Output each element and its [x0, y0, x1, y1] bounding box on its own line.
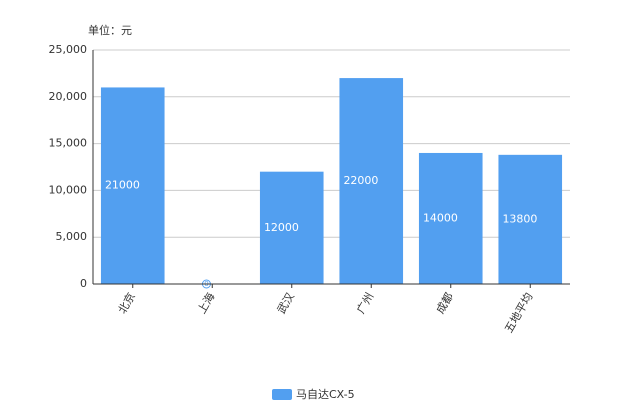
legend-label: 马自达CX-5	[296, 388, 355, 401]
unit-label: 单位：元	[88, 23, 132, 37]
bar	[418, 152, 483, 284]
y-tick-label: 15,000	[49, 137, 88, 150]
value-label: 22000	[343, 174, 378, 187]
x-tick-label: 上海	[194, 290, 217, 316]
x-tick-label: 北京	[115, 290, 138, 316]
x-tick-label: 广州	[354, 291, 376, 317]
value-label: 14000	[423, 211, 458, 224]
value-label: 12000	[264, 221, 299, 234]
bar	[339, 78, 404, 284]
y-tick-label: 25,000	[49, 43, 88, 56]
bar	[259, 171, 324, 284]
y-tick-label: 0	[80, 277, 87, 290]
x-tick-label: 武汉	[275, 291, 297, 317]
y-tick-label: 5,000	[56, 230, 88, 243]
y-tick-label: 20,000	[49, 90, 88, 103]
value-label: 21000	[105, 179, 140, 192]
value-label: 13800	[502, 212, 537, 225]
legend-swatch	[272, 389, 292, 400]
x-tick-label: 成都	[434, 291, 456, 317]
bar	[100, 87, 165, 284]
bar	[498, 154, 563, 284]
y-tick-label: 10,000	[49, 183, 88, 196]
x-tick-label: 五地平均	[502, 291, 535, 336]
